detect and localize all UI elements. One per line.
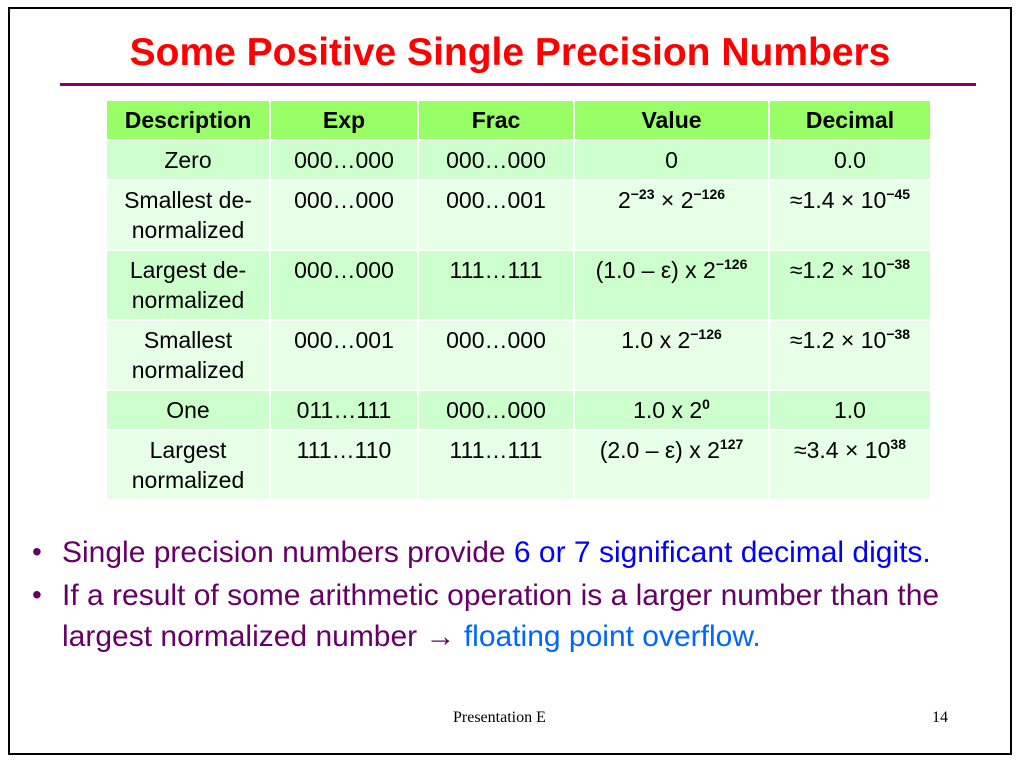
cell-description: Largest de-normalized <box>105 249 271 321</box>
cell-frac: 000…000 <box>417 139 575 181</box>
cell-exp: 011…111 <box>269 389 419 431</box>
cell-decimal: ≈3.4 × 1038 <box>768 429 932 501</box>
header-exp: Exp <box>269 99 419 141</box>
cell-decimal: ≈1.2 × 10−38 <box>768 319 932 391</box>
table-row: Zero 000…000 000…000 0 0.0 <box>105 139 932 181</box>
table-row: Smallest de-normalized 000…000 000…001 2… <box>105 179 932 251</box>
cell-description: Largest normalized <box>105 429 271 501</box>
header-frac: Frac <box>417 99 575 141</box>
cell-frac: 111…111 <box>417 249 575 321</box>
cell-frac: 000…000 <box>417 389 575 431</box>
slide: Some Positive Single Precision Numbers D… <box>8 7 1012 755</box>
cell-exp: 000…000 <box>269 179 419 251</box>
cell-value: 1.0 x 2−126 <box>573 319 770 391</box>
bullet-dot-icon: • <box>32 536 42 567</box>
bullet-item: • If a result of some arithmetic operati… <box>32 575 992 657</box>
table-header-row: Description Exp Frac Value Decimal <box>105 99 932 141</box>
cell-value: 1.0 x 20 <box>573 389 770 431</box>
bullet-item: • Single precision numbers provide 6 or … <box>32 532 992 573</box>
cell-decimal: ≈1.4 × 10−45 <box>768 179 932 251</box>
cell-description: Zero <box>105 139 271 181</box>
cell-exp: 000…000 <box>269 139 419 181</box>
cell-value: 0 <box>573 139 770 181</box>
table-row: Largest de-normalized 000…000 111…111 (1… <box>105 249 932 321</box>
table-row: Largest normalized 111…110 111…111 (2.0 … <box>105 429 932 501</box>
cell-exp: 000…000 <box>269 249 419 321</box>
cell-decimal: ≈1.2 × 10−38 <box>768 249 932 321</box>
cell-exp: 000…001 <box>269 319 419 391</box>
header-description: Description <box>105 99 271 141</box>
bullet-list: • Single precision numbers provide 6 or … <box>32 532 992 659</box>
page-number: 14 <box>932 709 948 726</box>
header-value: Value <box>573 99 770 141</box>
table-row: Smallest normalized 000…001 000…000 1.0 … <box>105 319 932 391</box>
slide-title: Some Positive Single Precision Numbers <box>129 31 891 74</box>
footer-presentation-label: Presentation E <box>453 709 546 726</box>
cell-description: Smallest normalized <box>105 319 271 391</box>
cell-value: (1.0 – ε) x 2−126 <box>573 249 770 321</box>
precision-table: Description Exp Frac Value Decimal Zero … <box>105 99 932 501</box>
cell-frac: 111…111 <box>417 429 575 501</box>
cell-frac: 000…000 <box>417 319 575 391</box>
cell-decimal: 1.0 <box>768 389 932 431</box>
cell-frac: 000…001 <box>417 179 575 251</box>
header-decimal: Decimal <box>768 99 932 141</box>
cell-value: (2.0 – ε) x 2127 <box>573 429 770 501</box>
cell-exp: 111…110 <box>269 429 419 501</box>
bullet-dot-icon: • <box>32 579 42 610</box>
cell-decimal: 0.0 <box>768 139 932 181</box>
cell-description: One <box>105 389 271 431</box>
table-row: One 011…111 000…000 1.0 x 20 1.0 <box>105 389 932 431</box>
cell-value: 2−23 × 2−126 <box>573 179 770 251</box>
title-underline <box>60 83 976 86</box>
cell-description: Smallest de-normalized <box>105 179 271 251</box>
